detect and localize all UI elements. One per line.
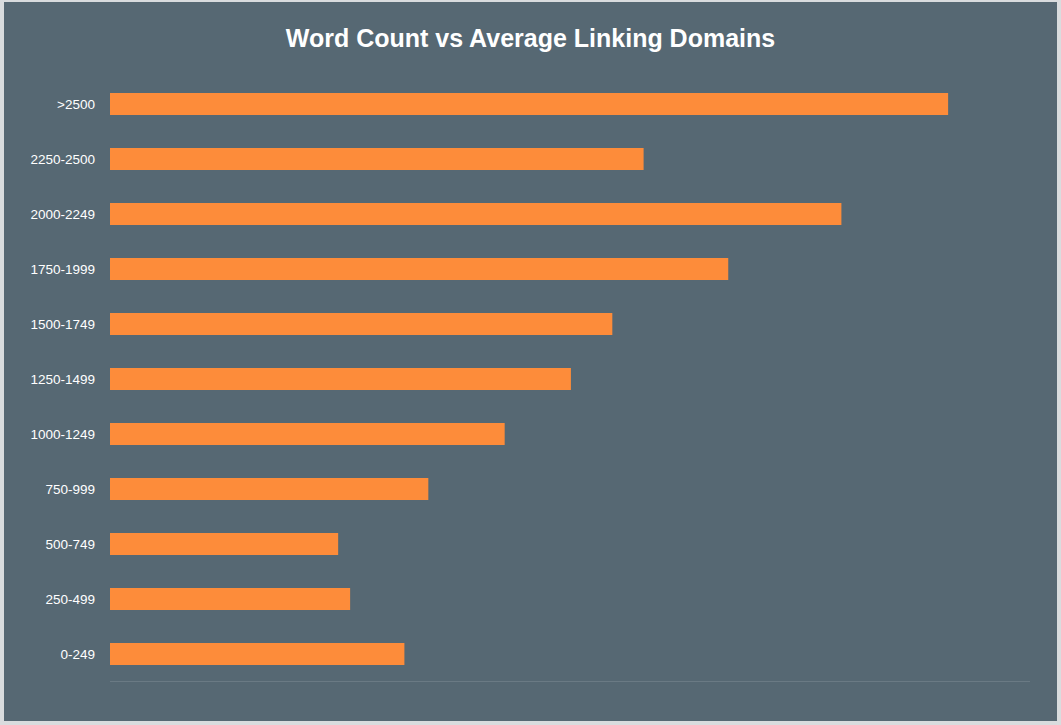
bars xyxy=(110,93,948,665)
bar xyxy=(110,478,428,500)
bar xyxy=(110,258,728,280)
category-label: 250-499 xyxy=(45,592,95,607)
bar xyxy=(110,423,505,445)
bar xyxy=(110,313,612,335)
category-label: 2000-2249 xyxy=(30,207,95,222)
bar xyxy=(110,588,350,610)
bar xyxy=(110,533,338,555)
category-label: 1500-1749 xyxy=(30,317,95,332)
bar xyxy=(110,93,948,115)
frame xyxy=(0,0,1061,725)
category-label: 1000-1249 xyxy=(30,427,95,442)
bar xyxy=(110,643,404,665)
category-label: 0-249 xyxy=(60,647,95,662)
x-axis-line xyxy=(110,681,1030,682)
bar xyxy=(110,148,644,170)
background xyxy=(4,2,1057,721)
title: Word Count vs Average Linking Domains xyxy=(286,24,775,52)
category-label: 2250-2500 xyxy=(30,152,95,167)
category-label: 500-749 xyxy=(45,537,95,552)
category-label: >2500 xyxy=(57,97,95,112)
bar xyxy=(110,368,571,390)
category-label: 1250-1499 xyxy=(30,372,95,387)
category-label: 1750-1999 xyxy=(30,262,95,277)
category-label: 750-999 xyxy=(45,482,95,497)
chart: Word Count vs Average Linking Domains >25… xyxy=(0,0,1061,725)
bar xyxy=(110,203,841,225)
